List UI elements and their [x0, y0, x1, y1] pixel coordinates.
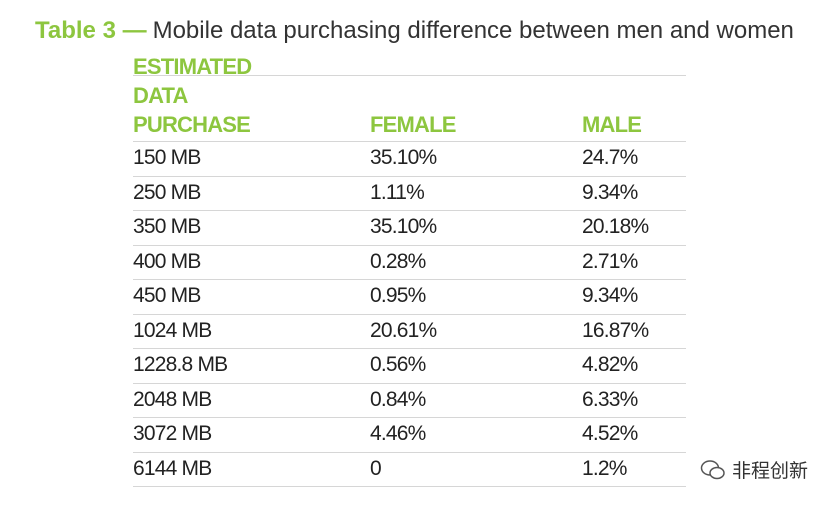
cell: 2048 MB — [133, 387, 212, 411]
cell: 35.10% — [370, 215, 437, 238]
rule — [133, 244, 686, 246]
rule — [133, 279, 686, 280]
rule — [133, 486, 686, 487]
title-label: Table 3 — — [35, 17, 147, 44]
column-header: MALE — [582, 112, 642, 137]
title: Table 3 — Mobile data purchasing differen… — [35, 17, 794, 45]
column-header: FEMALE — [370, 112, 456, 137]
cell: 1228.8 MB — [133, 353, 228, 376]
title-text: Mobile data purchasing difference betwee… — [152, 17, 794, 44]
rule — [133, 313, 686, 315]
watermark: 非程创新 — [700, 456, 808, 483]
rule — [133, 175, 686, 177]
cell: 1.2% — [582, 456, 627, 480]
cell: 24.7% — [582, 146, 638, 169]
cell: 1.11% — [370, 180, 425, 204]
cell: 400 MB — [133, 249, 201, 273]
rule — [133, 348, 686, 349]
wechat-icon — [700, 459, 725, 479]
cell: 450 MB — [133, 284, 201, 307]
cell: 6144 MB — [133, 456, 212, 480]
rule — [133, 382, 686, 384]
cell: 2.71% — [582, 249, 638, 273]
rule — [133, 75, 686, 76]
cell: 3072 MB — [133, 422, 212, 445]
cell: 0.95% — [370, 284, 426, 307]
cell: 0 — [370, 456, 382, 480]
cell: 35.10% — [370, 146, 437, 169]
rule — [133, 417, 686, 418]
cell: 250 MB — [133, 180, 201, 204]
column-header: ESTIMATED DATA PURCHASE — [133, 54, 252, 137]
cell: 4.82% — [582, 353, 638, 376]
watermark-text: 非程创新 — [732, 460, 809, 482]
rule — [133, 141, 686, 142]
cell: 150 MB — [133, 146, 201, 169]
cell: 16.87% — [582, 318, 649, 342]
cell: 0.84% — [370, 387, 426, 411]
cell: 0.56% — [370, 353, 426, 376]
cell: 20.61% — [370, 318, 437, 342]
rule — [133, 210, 686, 211]
cell: 9.34% — [582, 284, 638, 307]
cell: 20.18% — [582, 215, 649, 238]
cell: 4.46% — [370, 422, 426, 445]
cell: 0.28% — [370, 249, 426, 273]
cell: 350 MB — [133, 215, 201, 238]
cell: 1024 MB — [133, 318, 212, 342]
rule — [133, 451, 686, 453]
cell: 9.34% — [582, 180, 638, 204]
cell: 6.33% — [582, 387, 638, 411]
cell: 4.52% — [582, 422, 638, 445]
